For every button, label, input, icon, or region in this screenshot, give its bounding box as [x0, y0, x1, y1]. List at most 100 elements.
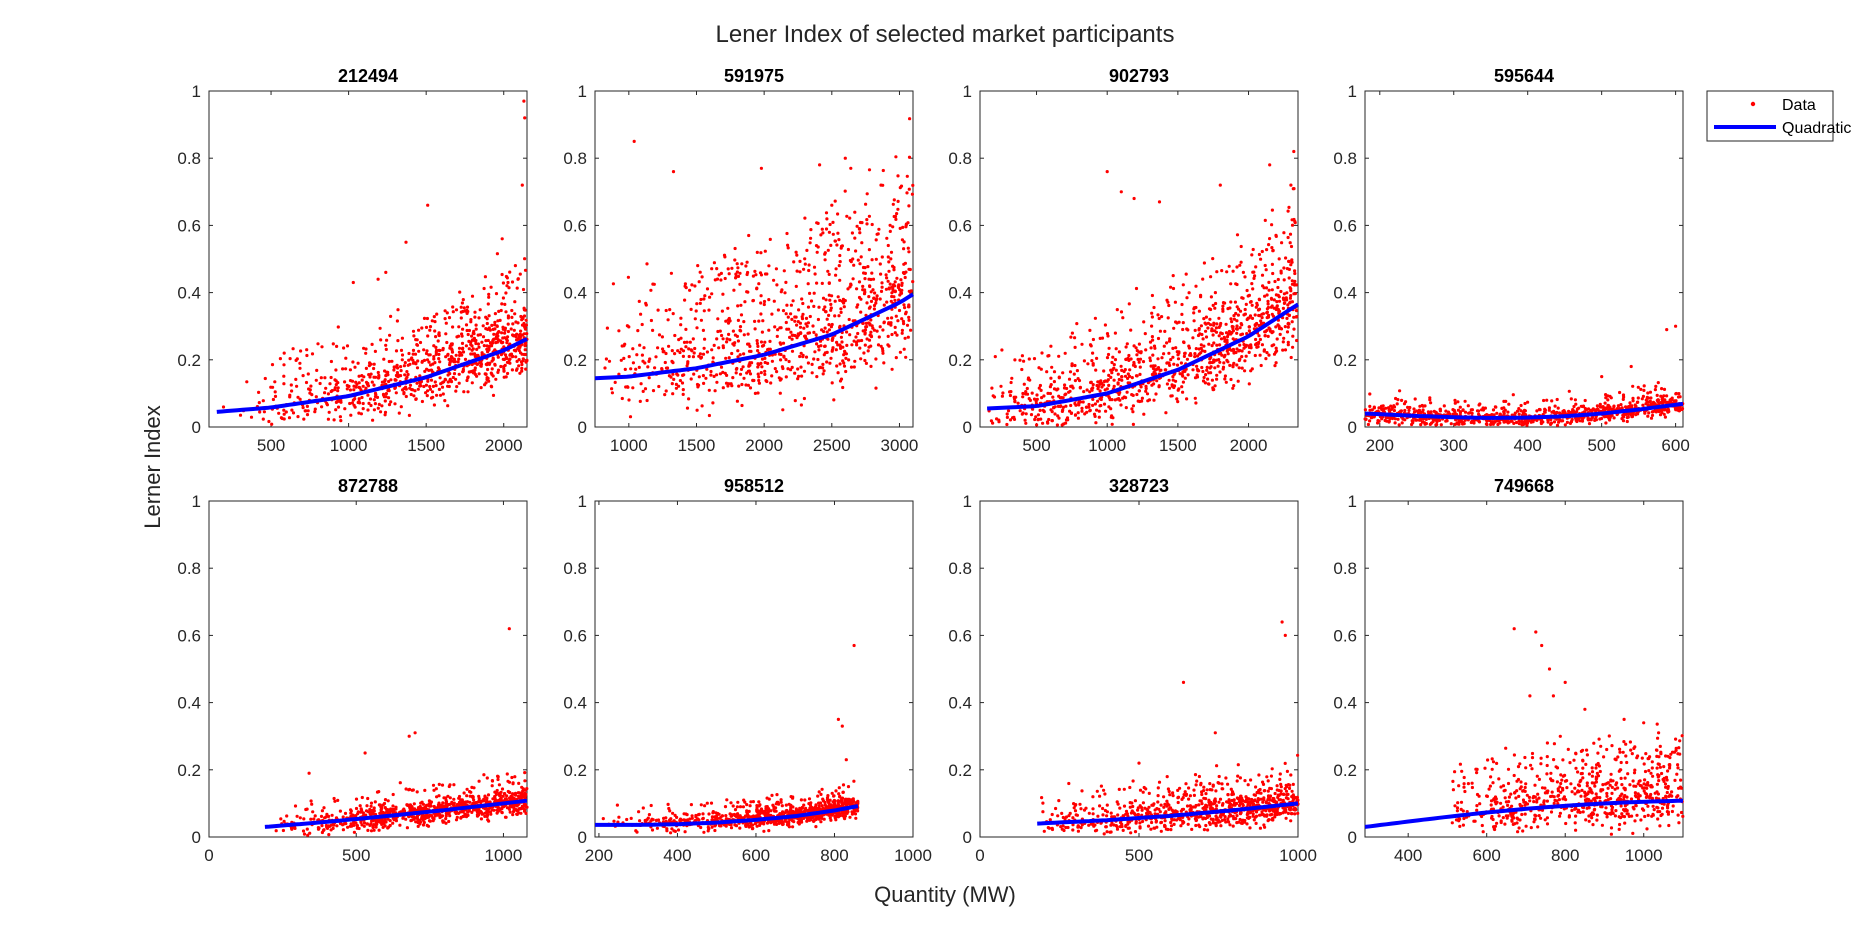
data-point: [766, 348, 770, 352]
data-point: [833, 239, 837, 243]
data-point: [684, 327, 688, 331]
data-point: [1485, 413, 1489, 417]
data-point: [411, 352, 415, 356]
data-point: [744, 264, 748, 268]
data-point: [1077, 403, 1081, 407]
data-point: [395, 371, 399, 375]
data-point: [278, 357, 282, 361]
data-point: [495, 336, 499, 341]
data-point: [477, 316, 481, 320]
data-point: [1483, 406, 1487, 410]
data-point: [719, 271, 724, 275]
data-point: [682, 373, 686, 377]
data-point: [510, 775, 514, 780]
data-point: [812, 304, 816, 308]
data-point: [1213, 366, 1217, 370]
data-point: [780, 288, 784, 292]
data-point: [493, 320, 497, 324]
x-tick-label: 500: [342, 846, 370, 865]
data-point: [1157, 200, 1162, 204]
data-point: [788, 335, 792, 339]
data-point: [1005, 415, 1010, 419]
data-point: [740, 262, 744, 266]
data-point: [823, 351, 828, 355]
data-point: [362, 821, 367, 825]
data-point: [745, 260, 749, 264]
data-point: [362, 824, 366, 828]
data-point: [306, 409, 310, 413]
data-point: [751, 299, 755, 303]
data-point: [1034, 415, 1038, 419]
data-point: [525, 332, 529, 336]
data-point: [418, 384, 422, 388]
data-point: [1594, 418, 1598, 422]
data-point: [1265, 351, 1269, 355]
data-point: [1061, 405, 1066, 409]
data-point: [756, 362, 760, 366]
data-point: [739, 313, 744, 317]
data-point: [1150, 335, 1154, 339]
data-point: [1151, 353, 1155, 357]
data-point: [878, 325, 882, 329]
data-point: [1631, 411, 1635, 416]
data-point: [1216, 364, 1220, 368]
data-point: [425, 349, 429, 353]
data-point: [810, 371, 814, 375]
data-point: [855, 224, 859, 228]
data-point: [858, 220, 863, 225]
data-point: [1148, 340, 1153, 344]
data-point: [1040, 351, 1044, 355]
data-point: [1280, 241, 1284, 245]
data-point: [1387, 419, 1391, 423]
data-point: [1260, 273, 1265, 277]
data-point: [1046, 354, 1050, 358]
data-point: [476, 353, 480, 357]
data-point: [848, 285, 852, 289]
data-point: [336, 798, 340, 803]
data-point: [728, 338, 732, 342]
data-point: [827, 313, 831, 317]
y-tick-label: 0.2: [1333, 351, 1357, 370]
data-point: [898, 350, 903, 354]
data-point: [371, 824, 375, 829]
data-point: [654, 355, 658, 359]
data-point: [1072, 372, 1076, 376]
data-point: [467, 339, 471, 343]
quadratic-fit-line: [216, 337, 528, 414]
data-point: [1138, 399, 1142, 404]
data-point: [712, 343, 716, 347]
data-point: [1155, 379, 1159, 383]
data-point: [1125, 390, 1129, 394]
data-point: [755, 341, 760, 346]
data-point: [902, 247, 906, 251]
data-point: [1664, 400, 1668, 404]
data-point: [310, 393, 314, 397]
data-point: [372, 828, 376, 832]
data-point: [437, 387, 441, 391]
data-point: [1123, 374, 1128, 378]
data-point: [875, 329, 879, 333]
data-point: [387, 396, 391, 400]
data-point: [467, 328, 471, 333]
data-point: [863, 266, 867, 270]
data-point: [723, 255, 727, 259]
data-point: [1274, 293, 1278, 297]
data-point: [768, 347, 772, 351]
data-point: [1090, 359, 1094, 363]
data-point: [1127, 302, 1131, 306]
data-point: [486, 338, 490, 343]
data-point: [863, 343, 867, 347]
data-point: [671, 372, 675, 376]
data-point: [407, 413, 411, 417]
data-point: [726, 306, 730, 310]
x-tick-label: 3000: [881, 436, 919, 455]
data-point: [704, 376, 708, 380]
data-point: [1167, 386, 1172, 390]
data-point: [429, 363, 433, 367]
data-point: [682, 340, 687, 344]
data-point: [903, 336, 907, 340]
data-point: [1209, 307, 1213, 312]
data-point: [902, 262, 906, 266]
data-point: [1477, 420, 1482, 424]
